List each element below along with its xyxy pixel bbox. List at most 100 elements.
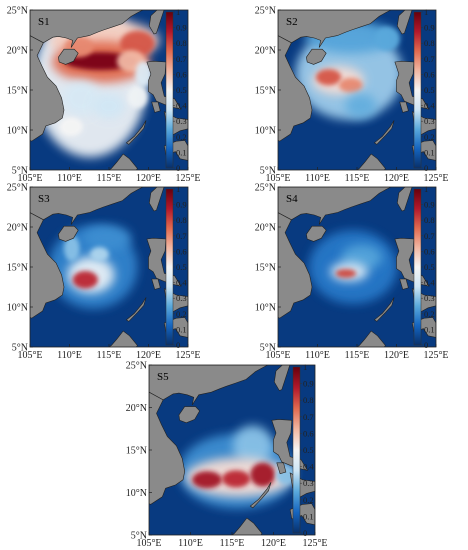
colorbar-tick-label: 0.9 [176, 23, 187, 33]
x-tick-label: 105°E [265, 350, 290, 361]
colorbar-tick-label: 1 [176, 7, 180, 17]
y-tick-label: 20°N [255, 223, 276, 234]
map-area [278, 10, 436, 170]
x-tick-label: 120°E [384, 173, 409, 184]
colorbar-tick-label: 0.8 [176, 215, 187, 225]
colorbar-tick-label: 0.9 [424, 23, 435, 33]
colorbar-tick-label: 0.8 [424, 215, 435, 225]
y-tick-label: 5°N [12, 343, 28, 354]
land-indochina [149, 391, 186, 505]
land-palawan [249, 482, 272, 509]
map-panel-s5: S5 105°E 110°E 115°E 120°E 125°E 5°N 10°N 15°N 20… [126, 361, 328, 550]
x-tick-label: 110°E [305, 350, 330, 361]
x-tick-label: 110°E [178, 538, 203, 549]
y-tick-label: 15°N [7, 86, 28, 97]
colorbar-tick-label: 0.7 [424, 54, 435, 64]
risk-zone [250, 462, 276, 487]
map-panel-s2: S2 105°E 110°E 115°E 120°E 125°E 5°N 10°N 15°N 20… [255, 6, 449, 185]
land-taiwan [273, 365, 291, 391]
land-borneo [231, 517, 263, 535]
map-area [30, 10, 188, 170]
land-china [278, 187, 392, 225]
land-borneo [108, 330, 138, 347]
y-tick-label: 20°N [7, 46, 28, 57]
colorbar-tick-label: 0.1 [424, 324, 435, 334]
panel-label: S2 [286, 16, 298, 28]
colorbar [413, 11, 422, 169]
colorbar-tick-label: 0 [176, 340, 180, 350]
land-palawan [125, 120, 147, 145]
colorbar-tick-label: 0.4 [176, 101, 187, 111]
land-indochina [30, 35, 65, 142]
x-tick-label: 115°E [345, 173, 370, 184]
risk-zone [83, 225, 132, 251]
colorbar-tick-label: 0.1 [176, 147, 187, 157]
colorbar-tick-label: 0.9 [303, 379, 314, 389]
colorbar [165, 11, 174, 169]
colorbar-tick-label: 0.2 [303, 495, 314, 505]
x-tick-label: 125°E [175, 350, 200, 361]
y-tick-label: 5°N [260, 166, 276, 177]
land-mindoro [151, 278, 161, 290]
panel-label: S1 [38, 16, 50, 28]
x-tick-label: 105°E [17, 350, 42, 361]
land-hainan [178, 406, 200, 424]
y-tick-label: 20°N [7, 223, 28, 234]
y-tick-label: 15°N [7, 263, 28, 274]
risk-zone [222, 470, 251, 488]
risk-zone [315, 69, 342, 86]
land-mindoro [276, 462, 287, 475]
risk-zone [120, 30, 155, 57]
land-luzon [146, 237, 182, 287]
colorbar-tick-label: 0 [424, 340, 428, 350]
risk-zone [335, 269, 357, 278]
colorbar-tick-label: 0.3 [303, 478, 314, 488]
colorbar-tick-label: 0.2 [176, 309, 187, 319]
panel-label: S3 [38, 193, 50, 205]
colorbar-tick-label: 1 [176, 184, 180, 194]
colorbar-tick-label: 0.3 [176, 293, 187, 303]
colorbar-tick-label: 0.4 [176, 278, 187, 288]
land-hainan [306, 225, 327, 242]
risk-zone [374, 26, 400, 51]
x-tick-label: 125°E [423, 350, 448, 361]
y-tick-label: 25°N [255, 6, 276, 17]
colorbar-tick-label: 0.3 [424, 293, 435, 303]
land-china [149, 365, 268, 406]
risk-zone [345, 94, 377, 118]
colorbar-tick-label: 0.4 [424, 278, 435, 288]
x-tick-label: 115°E [220, 538, 245, 549]
y-tick-label: 25°N [255, 183, 276, 194]
risk-zone [59, 117, 83, 137]
y-tick-label: 25°N [126, 361, 147, 372]
colorbar-tick-label: 0.4 [303, 462, 314, 472]
panel-label: S5 [157, 371, 169, 383]
colorbar [165, 188, 174, 346]
colorbar-tick-label: 0 [303, 528, 307, 538]
map-panel-s3: S3 105°E 110°E 115°E 120°E 125°E 5°N 10°N 15°N 20… [7, 183, 201, 362]
y-tick-label: 20°N [255, 46, 276, 57]
map-panel-s1: S1 105°E 110°E 115°E 120°E 125°E 5°N 10°N 15°N 20… [7, 6, 201, 185]
risk-zone [127, 86, 148, 109]
colorbar [292, 366, 301, 534]
land-indochina [278, 212, 313, 319]
land-indochina [30, 212, 65, 319]
land-borneo [356, 330, 386, 347]
colorbar-tick-label: 0.7 [176, 54, 187, 64]
land-taiwan [396, 10, 413, 35]
colorbar-tick-label: 0.2 [176, 132, 187, 142]
land-china [278, 10, 392, 48]
x-tick-label: 120°E [136, 350, 161, 361]
colorbar-tick-label: 0.8 [303, 395, 314, 405]
colorbar-tick-label: 0.8 [424, 38, 435, 48]
x-tick-label: 120°E [261, 538, 286, 549]
y-tick-label: 10°N [7, 303, 28, 314]
colorbar-tick-label: 0.2 [424, 309, 435, 319]
y-tick-label: 10°N [7, 126, 28, 137]
land-hainan [306, 48, 327, 65]
y-tick-label: 20°N [126, 403, 147, 414]
colorbar-tick-label: 1 [424, 184, 428, 194]
land-borneo [108, 153, 138, 170]
colorbar-tick-label: 0.6 [424, 246, 435, 256]
